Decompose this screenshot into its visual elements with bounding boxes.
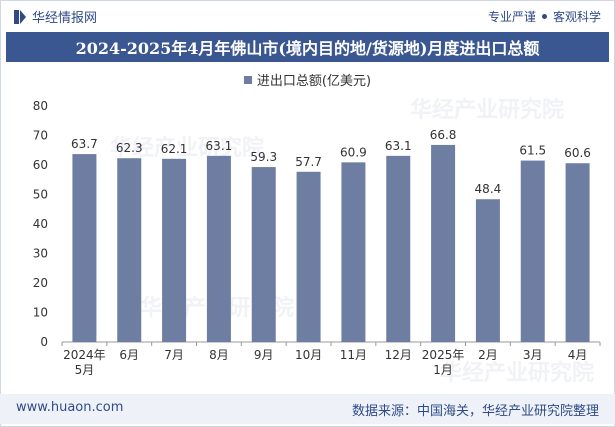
- y-tick-label: 10: [33, 306, 48, 320]
- logo-text: 华经情报网: [32, 11, 98, 26]
- x-tick-label: 11月: [340, 348, 367, 362]
- bar: [475, 199, 500, 342]
- x-tick-label: 4月: [568, 348, 588, 362]
- data-label: 66.8: [430, 128, 457, 142]
- y-tick-label: 50: [33, 188, 48, 202]
- x-tick-label: 2025年 1月: [422, 348, 465, 377]
- label-layer: 63.7 62.3 62.1 63.1 59.3 57.7 60.9 63.1 66.8 48.4…: [71, 128, 591, 196]
- footer: www.huaon.com 数据来源：中国海关，华经产业研究院整理: [0, 394, 615, 424]
- bar: [386, 155, 411, 342]
- y-tick-label: 30: [33, 247, 48, 261]
- legend-label: 进出口总额(亿美元): [256, 74, 372, 89]
- data-label: 62.1: [161, 142, 188, 156]
- y-tick-label: 0: [40, 335, 48, 349]
- bar: [341, 162, 366, 342]
- data-label: 59.3: [250, 150, 277, 164]
- data-label: 60.9: [340, 145, 367, 159]
- bar: [162, 158, 187, 342]
- x-tick-label: 3月: [523, 348, 543, 362]
- logo: 华经情报网: [14, 7, 97, 26]
- data-label: 61.5: [519, 144, 546, 158]
- logo-icon: [14, 9, 26, 24]
- bar: [565, 163, 590, 342]
- x-tick-label: 7月: [164, 348, 184, 362]
- y-tick-label: 80: [33, 99, 48, 113]
- data-label: 60.6: [564, 146, 591, 160]
- data-label: 63.1: [206, 139, 233, 153]
- y-tick-label: 70: [33, 129, 48, 143]
- bar: [72, 154, 97, 342]
- bar-layer: [72, 144, 590, 342]
- y-tick-label: 40: [33, 217, 48, 231]
- y-tick-label: 20: [33, 276, 48, 290]
- bar: [296, 171, 321, 342]
- x-tick-label: 12月: [385, 348, 412, 362]
- data-label: 63.7: [71, 137, 98, 151]
- legend: 进出口总额(亿美元): [0, 70, 615, 89]
- chart-title: 2024-2025年4月年佛山市(境内目的地/货源地)月度进出口总额: [75, 39, 540, 58]
- x-tick-label: 2月: [478, 348, 498, 362]
- y-tick-label: 60: [33, 158, 48, 172]
- x-tick-label: 9月: [254, 348, 274, 362]
- slogan-a: 专业严谨: [487, 10, 536, 24]
- x-tick-label: 6月: [119, 348, 139, 362]
- chart-title-bar: 2024-2025年4月年佛山市(境内目的地/货源地)月度进出口总额: [6, 32, 609, 62]
- bullet-icon: [541, 14, 547, 19]
- legend-swatch: [243, 75, 252, 84]
- bar: [520, 160, 545, 342]
- footer-source: 数据来源：中国海关，华经产业研究院整理: [351, 404, 599, 419]
- data-label: 48.4: [475, 182, 502, 196]
- bar: [431, 144, 456, 342]
- x-tick-label: 8月: [209, 348, 229, 362]
- x-tick-label: 10月: [295, 348, 322, 362]
- data-label: 57.7: [295, 155, 322, 169]
- bar: [206, 155, 231, 342]
- slogan-b: 客观科学: [552, 10, 601, 24]
- data-label: 63.1: [385, 139, 412, 153]
- footer-website: www.huaon.com: [16, 400, 124, 415]
- axis-layer: 0 10 20 30 40 50 60 70 80 2024年 5月 6月 7月 8月 9月 10月 11月 12…: [33, 99, 601, 377]
- bar: [251, 167, 276, 342]
- slogan: 专业严谨 客观科学: [488, 8, 601, 25]
- bar: [117, 158, 142, 342]
- x-tick-label: 2024年 5月: [63, 348, 106, 377]
- top-bar: 华经情报网 专业严谨 客观科学: [0, 0, 615, 30]
- data-label: 62.3: [116, 141, 143, 155]
